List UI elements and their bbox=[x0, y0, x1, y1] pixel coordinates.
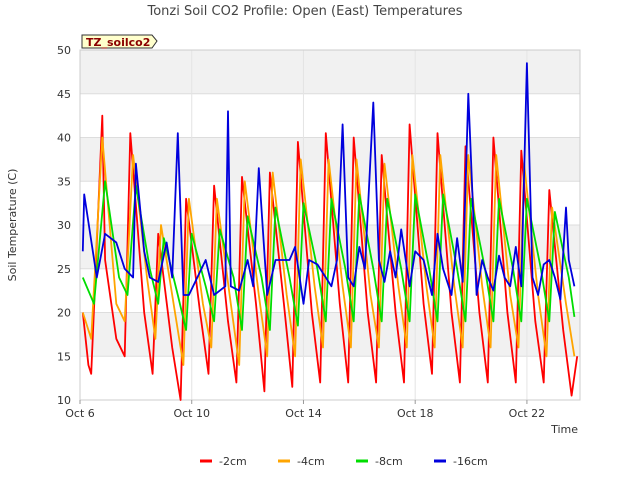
legend-label: -8cm bbox=[375, 455, 403, 468]
band-0 bbox=[80, 356, 580, 400]
y-axis-label: Soil Temperature (C) bbox=[6, 169, 19, 282]
y-tick-label: 35 bbox=[57, 175, 71, 188]
y-tick-label: 20 bbox=[57, 307, 71, 320]
legend-label: -4cm bbox=[297, 455, 325, 468]
y-tick-label: 15 bbox=[57, 350, 71, 363]
x-axis-ticks: Oct 6 Oct 10 Oct 14 Oct 18 Oct 22 bbox=[65, 400, 545, 420]
y-tick-label: 40 bbox=[57, 132, 71, 145]
x-tick-label: Oct 10 bbox=[173, 407, 210, 420]
series-line--16cm bbox=[81, 62, 576, 305]
y-tick-label: 50 bbox=[57, 44, 71, 57]
legend-label: -16cm bbox=[453, 455, 488, 468]
series-line--2cm bbox=[81, 114, 579, 401]
y-tick-label: 10 bbox=[57, 394, 71, 407]
y-tick-label: 25 bbox=[57, 263, 71, 276]
x-axis-label: Time bbox=[550, 423, 578, 436]
tag-box: TZ_soilco2 bbox=[81, 34, 158, 49]
series-line--4cm bbox=[81, 136, 576, 366]
band-1 bbox=[80, 312, 580, 357]
y-tick-label: 30 bbox=[57, 219, 71, 232]
x-tick-label: Oct 6 bbox=[65, 407, 95, 420]
plot-frame bbox=[79, 49, 581, 401]
series-group bbox=[81, 62, 579, 401]
y-tick-label: 45 bbox=[57, 88, 71, 101]
x-tick-label: Oct 14 bbox=[285, 407, 322, 420]
chart-title: Tonzi Soil CO2 Profile: Open (East) Temp… bbox=[146, 4, 462, 19]
x-tick-label: Oct 18 bbox=[397, 407, 434, 420]
band-6 bbox=[80, 93, 580, 138]
y-axis-ticks: 10 15 20 25 30 35 40 45 50 bbox=[57, 44, 71, 407]
legend-label: -2cm bbox=[219, 455, 247, 468]
band-7 bbox=[80, 50, 580, 94]
tag-label: TZ_soilco2 bbox=[86, 36, 150, 49]
legend: -2cm -4cm -8cm -16cm bbox=[200, 455, 488, 468]
x-tick-label: Oct 22 bbox=[509, 407, 546, 420]
